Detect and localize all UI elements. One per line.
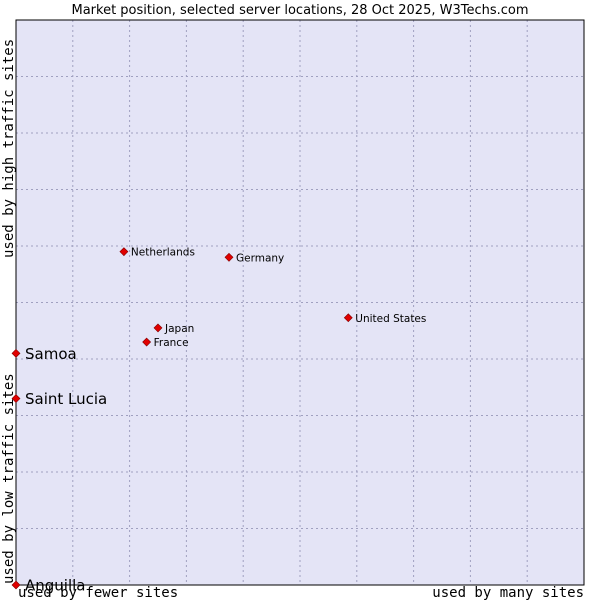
point-marker-france [142, 337, 152, 347]
grid-lines [16, 20, 584, 585]
point-label-france: France [154, 337, 189, 349]
point-marker-saint-lucia [11, 394, 21, 403]
point-label-saint-lucia: Saint Lucia [25, 390, 107, 408]
point-marker-netherlands [119, 247, 129, 257]
y-axis-label-top: used by high traffic sites [1, 39, 17, 258]
point-label-netherlands: Netherlands [131, 247, 195, 259]
chart-title: Market position, selected server locatio… [71, 3, 528, 18]
point-marker-samoa [11, 348, 21, 358]
point-label-germany: Germany [236, 252, 284, 264]
point-label-united-states: United States [355, 313, 426, 325]
point-marker-japan [153, 323, 163, 333]
plot-border [15, 19, 585, 586]
x-axis-label-right: used by many sites [432, 585, 584, 600]
point-marker-anguilla [11, 580, 21, 590]
y-axis-label-bottom: used by low traffic sites [1, 373, 17, 584]
point-label-samoa: Samoa [25, 345, 77, 363]
x-axis-label-left: used by fewer sites [18, 585, 178, 600]
point-label-anguilla: Anguilla [25, 577, 86, 595]
point-marker-germany [224, 252, 234, 262]
data-points: Netherlands Germany United States Japan Fran… [11, 247, 426, 595]
point-marker-united-states [343, 313, 353, 323]
point-label-japan: Japan [164, 323, 194, 335]
